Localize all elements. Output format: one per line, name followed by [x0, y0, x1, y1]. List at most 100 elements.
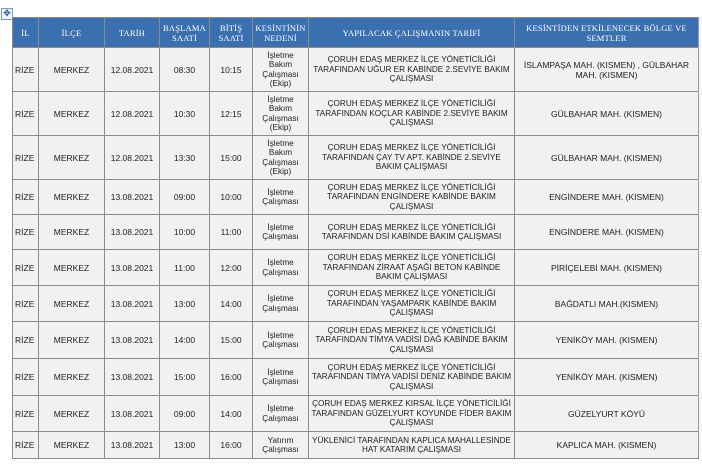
row-kesinti-nedeni: İşletme Çalışması: [252, 285, 309, 322]
row-etkilenen-bolge: PİRİÇELEBİ MAH. (KISMEN): [514, 249, 699, 286]
table-row: RİZE MERKEZ 12.08.2021 13:30 15:00 İşletme Ba…: [12, 135, 699, 180]
row-kesinti-nedeni: İşletme Bakım Çalışması (Ekip): [252, 135, 309, 180]
header-etkilenen-bolgeler: KESİNTİDEN ETKİLENECEK BÖLGE VE SEMTLER: [514, 17, 699, 48]
row-ilce: MERKEZ: [38, 431, 105, 459]
row-calisma-tarifi: ÇORUH EDAŞ MERKEZ İLÇE YÖNETİCİLİĞİ TARA…: [308, 91, 515, 136]
row-calisma-tarifi: ÇORUH EDAŞ MERKEZ İLÇE YÖNETİCİLİĞİ TARA…: [308, 214, 515, 250]
row-etkilenen-bolge: KAPLICA MAH. (KISMEN): [514, 431, 699, 459]
row-kesinti-nedeni: İşletme Çalışması: [252, 321, 309, 359]
row-il: RİZE: [12, 179, 39, 215]
row-baslama-saati: 10:00: [159, 214, 210, 250]
row-kesinti-nedeni: İşletme Çalışması: [252, 179, 309, 215]
table-header-row: İL İLÇE TARİH BAŞLAMA SAATİ BİTİŞ SAATİ …: [12, 17, 699, 48]
row-ilce: MERKEZ: [38, 91, 105, 136]
row-tarih: 12.08.2021: [104, 91, 160, 136]
row-il: RİZE: [12, 91, 39, 136]
row-tarih: 12.08.2021: [104, 135, 160, 180]
outage-schedule-table: İL İLÇE TARİH BAŞLAMA SAATİ BİTİŞ SAATİ …: [12, 17, 699, 459]
move-cross-icon[interactable]: ✥: [1, 8, 13, 20]
row-etkilenen-bolge: GÜZELYURT KÖYÜ: [514, 395, 699, 432]
row-baslama-saati: 08:30: [159, 47, 210, 92]
header-calisma-tarifi: YAPILACAK ÇALIŞMANIN TARİFİ: [308, 17, 515, 48]
row-il: RİZE: [12, 285, 39, 322]
row-bitis-saati: 15:00: [209, 135, 253, 180]
row-il: RİZE: [12, 431, 39, 459]
row-calisma-tarifi: ÇORUH EDAŞ MERKEZ İLÇE YÖNETİCİLİĞİ TARA…: [308, 179, 515, 215]
row-il: RİZE: [12, 214, 39, 250]
row-calisma-tarifi: ÇORUH EDAŞ MERKEZ İLÇE YÖNETİCİLİĞİ TARA…: [308, 321, 515, 359]
row-tarih: 13.08.2021: [104, 285, 160, 322]
table-row: RİZE MERKEZ 13.08.2021 13:00 16:00 Yatırım Ça…: [12, 431, 699, 459]
row-bitis-saati: 11:00: [209, 214, 253, 250]
row-il: RİZE: [12, 249, 39, 286]
row-tarih: 12.08.2021: [104, 47, 160, 92]
row-kesinti-nedeni: İşletme Çalışması: [252, 214, 309, 250]
row-kesinti-nedeni: İşletme Çalışması: [252, 395, 309, 432]
header-baslama-saati: BAŞLAMA SAATİ: [159, 17, 210, 48]
row-baslama-saati: 13:00: [159, 431, 210, 459]
row-calisma-tarifi: ÇORUH EDAŞ MERKEZ İLÇE YÖNETİCİLİĞİ TARA…: [308, 135, 515, 180]
row-baslama-saati: 09:00: [159, 179, 210, 215]
row-etkilenen-bolge: YENİKÖY MAH. (KISMEN): [514, 321, 699, 359]
row-calisma-tarifi: ÇORUH EDAŞ MERKEZ İLÇE YÖNETİCİLİĞİ TARA…: [308, 358, 515, 396]
row-kesinti-nedeni: Yatırım Çalışması: [252, 431, 309, 459]
row-bitis-saati: 14:00: [209, 285, 253, 322]
row-baslama-saati: 09:00: [159, 395, 210, 432]
table-row: RİZE MERKEZ 12.08.2021 08:30 10:15 İşletme Ba…: [12, 47, 699, 92]
row-kesinti-nedeni: İşletme Bakım Çalışması (Ekip): [252, 47, 309, 92]
row-tarih: 13.08.2021: [104, 321, 160, 359]
row-calisma-tarifi: ÇORUH EDAŞ MERKEZ KIRSAL İLÇE YÖNETİCİLİ…: [308, 395, 515, 432]
table-row: RİZE MERKEZ 13.08.2021 09:00 10:00 İşletme Ça…: [12, 179, 699, 215]
row-etkilenen-bolge: BAĞDATLI MAH.(KISMEN): [514, 285, 699, 322]
row-bitis-saati: 10:15: [209, 47, 253, 92]
row-etkilenen-bolge: GÜLBAHAR MAH. (KISMEN): [514, 91, 699, 136]
table-row: RİZE MERKEZ 13.08.2021 11:00 12:00 İşletme Ça…: [12, 249, 699, 286]
row-etkilenen-bolge: ENGİNDERE MAH. (KISMEN): [514, 179, 699, 215]
row-ilce: MERKEZ: [38, 395, 105, 432]
row-ilce: MERKEZ: [38, 249, 105, 286]
row-ilce: MERKEZ: [38, 358, 105, 396]
row-etkilenen-bolge: GÜLBAHAR MAH. (KISMEN): [514, 135, 699, 180]
row-calisma-tarifi: ÇORUH EDAŞ MERKEZ İLÇE YÖNETİCİLİĞİ TARA…: [308, 249, 515, 286]
row-calisma-tarifi: ÇORUH EDAŞ MERKEZ İLÇE YÖNETİCİLİĞİ TARA…: [308, 47, 515, 92]
row-ilce: MERKEZ: [38, 214, 105, 250]
table-row: RİZE MERKEZ 13.08.2021 14:00 15:00 İşletme Ça…: [12, 321, 699, 359]
header-il: İL: [12, 17, 39, 48]
row-il: RİZE: [12, 321, 39, 359]
row-il: RİZE: [12, 47, 39, 92]
row-calisma-tarifi: ÇORUH EDAŞ MERKEZ İLÇE YÖNETİCİLİĞİ TARA…: [308, 285, 515, 322]
row-baslama-saati: 15:00: [159, 358, 210, 396]
row-ilce: MERKEZ: [38, 285, 105, 322]
table-row: RİZE MERKEZ 12.08.2021 10:30 12:15 İşletme Ba…: [12, 91, 699, 136]
row-kesinti-nedeni: İşletme Çalışması: [252, 358, 309, 396]
row-il: RİZE: [12, 395, 39, 432]
row-tarih: 13.08.2021: [104, 358, 160, 396]
table-right-edge: [698, 17, 702, 453]
table-row: RİZE MERKEZ 13.08.2021 10:00 11:00 İşletme Ça…: [12, 214, 699, 250]
row-bitis-saati: 14:00: [209, 395, 253, 432]
row-tarih: 13.08.2021: [104, 431, 160, 459]
header-tarih: TARİH: [104, 17, 160, 48]
row-tarih: 13.08.2021: [104, 249, 160, 286]
row-ilce: MERKEZ: [38, 135, 105, 180]
row-kesinti-nedeni: İşletme Çalışması: [252, 249, 309, 286]
header-ilce: İLÇE: [38, 17, 105, 48]
row-bitis-saati: 16:00: [209, 431, 253, 459]
row-bitis-saati: 16:00: [209, 358, 253, 396]
table-row: RİZE MERKEZ 13.08.2021 13:00 14:00 İşletme Ça…: [12, 285, 699, 322]
row-tarih: 13.08.2021: [104, 214, 160, 250]
row-ilce: MERKEZ: [38, 321, 105, 359]
row-etkilenen-bolge: İSLAMPAŞA MAH. (KISMEN) , GÜLBAHAR MAH. …: [514, 47, 699, 92]
row-il: RİZE: [12, 135, 39, 180]
table-row: RİZE MERKEZ 13.08.2021 15:00 16:00 İşletme Ça…: [12, 358, 699, 396]
row-baslama-saati: 11:00: [159, 249, 210, 286]
row-tarih: 13.08.2021: [104, 179, 160, 215]
row-baslama-saati: 13:30: [159, 135, 210, 180]
row-il: RİZE: [12, 358, 39, 396]
row-ilce: MERKEZ: [38, 47, 105, 92]
row-tarih: 13.08.2021: [104, 395, 160, 432]
row-bitis-saati: 10:00: [209, 179, 253, 215]
header-kesinti-nedeni: KESİNTİNİN NEDENİ: [252, 17, 309, 48]
row-calisma-tarifi: YÜKLENİCİ TARAFINDAN KAPLICA MAHALLESİND…: [308, 431, 515, 459]
row-bitis-saati: 15:00: [209, 321, 253, 359]
